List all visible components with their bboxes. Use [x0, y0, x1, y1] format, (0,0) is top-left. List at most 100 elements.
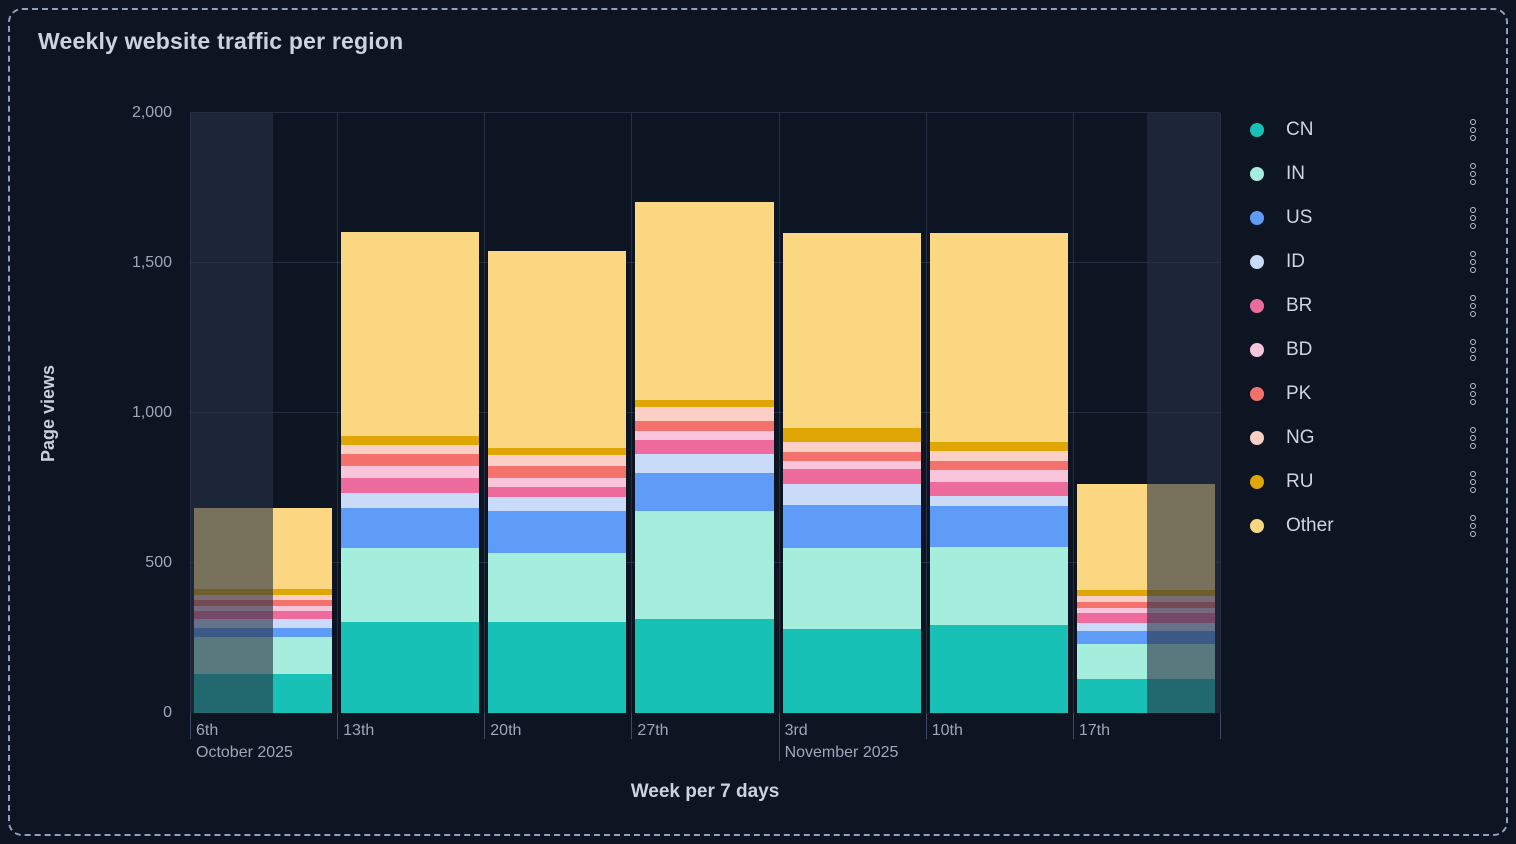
bar-segment-ng[interactable] — [1076, 596, 1215, 602]
bar-segment-ru[interactable] — [488, 447, 627, 455]
bar-segment-cn[interactable] — [488, 621, 627, 713]
bar-segment-ng[interactable] — [488, 455, 627, 466]
bar-segment-br[interactable] — [1076, 612, 1215, 623]
legend-item-in[interactable]: IN — [1250, 152, 1482, 196]
legend-item-us[interactable]: US — [1250, 196, 1482, 240]
bar-segment-id[interactable] — [782, 483, 921, 505]
legend-item-cn[interactable]: CN — [1250, 108, 1482, 152]
y-tick-label: 2,000 — [131, 104, 172, 121]
bar-segment-ng[interactable] — [782, 441, 921, 452]
bar-segment-ng[interactable] — [341, 445, 480, 455]
bar-segment-pk[interactable] — [635, 420, 774, 431]
bar-segment-pk[interactable] — [488, 465, 627, 478]
bar-segment-in[interactable] — [929, 546, 1068, 625]
stacked-bar[interactable] — [341, 113, 480, 713]
legend-color-dot — [1250, 299, 1264, 313]
legend-color-dot — [1250, 431, 1264, 445]
bar-segment-in[interactable] — [341, 548, 480, 622]
bar-segment-ru[interactable] — [1076, 590, 1215, 596]
bar-segment-id[interactable] — [929, 495, 1068, 506]
bar-segment-us[interactable] — [488, 510, 627, 553]
bar-segment-other[interactable] — [782, 233, 921, 428]
bar-segment-pk[interactable] — [929, 461, 1068, 470]
bar-segment-br[interactable] — [929, 482, 1068, 496]
bar-segment-pk[interactable] — [782, 452, 921, 461]
legend-item-label[interactable]: Other — [1286, 515, 1334, 536]
kebab-menu-icon[interactable] — [1470, 383, 1476, 405]
bar-segment-us[interactable] — [782, 504, 921, 548]
legend-item-br[interactable]: BR — [1250, 284, 1482, 328]
kebab-menu-icon[interactable] — [1470, 251, 1476, 273]
bar-segment-cn[interactable] — [635, 618, 774, 713]
y-axis-tick-labels: 0 500 1,000 1,500 2,000 — [10, 104, 172, 721]
bar-segment-us[interactable] — [635, 473, 774, 511]
bar-segment-pk[interactable] — [341, 454, 480, 467]
bar-segment-cn[interactable] — [929, 624, 1068, 713]
bar-segment-id[interactable] — [488, 497, 627, 511]
legend-item-id[interactable]: ID — [1250, 240, 1482, 284]
legend-item-label[interactable]: IN — [1286, 163, 1305, 184]
legend-item-ru[interactable]: RU — [1250, 460, 1482, 504]
bar-segment-in[interactable] — [488, 552, 627, 622]
bar-segment-br[interactable] — [782, 468, 921, 484]
bar-segment-ru[interactable] — [929, 441, 1068, 451]
legend-item-other[interactable]: Other — [1250, 504, 1482, 548]
stacked-bar[interactable] — [488, 113, 627, 713]
bar-segment-pk[interactable] — [1076, 602, 1215, 608]
bar-segment-other[interactable] — [929, 233, 1068, 442]
kebab-menu-icon[interactable] — [1470, 427, 1476, 449]
legend-item-label[interactable]: ID — [1286, 251, 1305, 272]
bar-segment-cn[interactable] — [782, 629, 921, 713]
bar-segment-bd[interactable] — [782, 461, 921, 469]
kebab-menu-icon[interactable] — [1470, 119, 1476, 141]
bar-segment-cn[interactable] — [341, 621, 480, 713]
bar-segment-id[interactable] — [341, 493, 480, 508]
bar-segment-br[interactable] — [488, 486, 627, 497]
bar-segment-bd[interactable] — [635, 431, 774, 440]
bar-segment-ru[interactable] — [341, 436, 480, 446]
legend-item-label[interactable]: PK — [1286, 383, 1312, 404]
bar-segment-in[interactable] — [635, 510, 774, 619]
legend-item-label[interactable]: US — [1286, 207, 1313, 228]
bar-segment-ng[interactable] — [635, 407, 774, 421]
kebab-menu-icon[interactable] — [1470, 339, 1476, 361]
week-column — [337, 113, 484, 713]
legend-item-pk[interactable]: PK — [1250, 372, 1482, 416]
kebab-menu-icon[interactable] — [1470, 163, 1476, 185]
bar-segment-us[interactable] — [341, 507, 480, 548]
kebab-menu-icon[interactable] — [1470, 471, 1476, 493]
week-column — [926, 113, 1073, 713]
bar-segment-ng[interactable] — [929, 450, 1068, 461]
bar-segment-in[interactable] — [782, 548, 921, 629]
stacked-bar[interactable] — [635, 113, 774, 713]
bar-segment-id[interactable] — [1076, 623, 1215, 631]
legend-item-label[interactable]: RU — [1286, 471, 1314, 492]
week-boundary-line — [925, 113, 927, 713]
legend-item-label[interactable]: NG — [1286, 427, 1315, 448]
bar-segment-bd[interactable] — [488, 477, 627, 487]
bar-segment-other[interactable] — [488, 251, 627, 448]
bar-segment-bd[interactable] — [1076, 608, 1215, 613]
legend-item-ng[interactable]: NG — [1250, 416, 1482, 460]
bar-segment-bd[interactable] — [929, 470, 1068, 482]
stacked-bar[interactable] — [929, 113, 1068, 713]
bar-segment-bd[interactable] — [341, 466, 480, 479]
bar-segment-other[interactable] — [635, 201, 774, 400]
bar-segment-ru[interactable] — [635, 399, 774, 407]
legend-color-dot — [1250, 123, 1264, 137]
legend-item-bd[interactable]: BD — [1250, 328, 1482, 372]
stacked-bar[interactable] — [782, 113, 921, 713]
legend-item-label[interactable]: BD — [1286, 339, 1313, 360]
kebab-menu-icon[interactable] — [1470, 515, 1476, 537]
bar-segment-us[interactable] — [929, 506, 1068, 547]
bar-segment-id[interactable] — [635, 453, 774, 473]
bar-segment-ru[interactable] — [782, 428, 921, 442]
x-tick — [484, 713, 486, 739]
legend-item-label[interactable]: CN — [1286, 119, 1314, 140]
bar-segment-other[interactable] — [341, 232, 480, 437]
kebab-menu-icon[interactable] — [1470, 295, 1476, 317]
bar-segment-br[interactable] — [341, 478, 480, 494]
legend-item-label[interactable]: BR — [1286, 295, 1313, 316]
kebab-menu-icon[interactable] — [1470, 207, 1476, 229]
bar-segment-br[interactable] — [635, 440, 774, 454]
